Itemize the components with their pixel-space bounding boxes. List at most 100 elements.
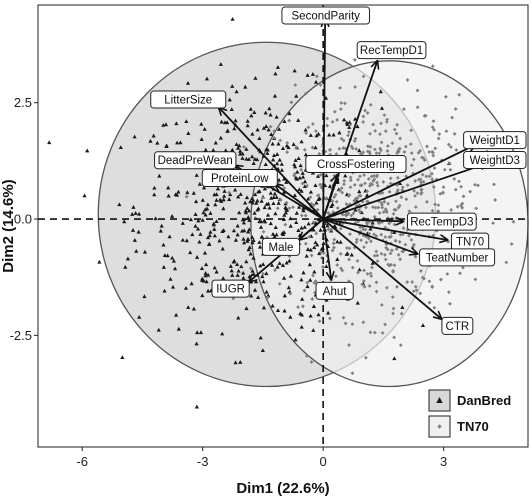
point-danbred: [227, 197, 232, 201]
point-tn70: [227, 190, 232, 195]
point-danbred: [211, 221, 216, 226]
point-danbred: [269, 132, 274, 137]
point-danbred: [220, 246, 225, 251]
point-tn70: [368, 271, 373, 276]
point-tn70: [310, 145, 315, 150]
point-tn70: [316, 193, 320, 198]
x-tick-label: -6: [76, 454, 88, 469]
point-danbred: [275, 308, 281, 313]
point-tn70: [319, 250, 324, 255]
point-danbred: [166, 193, 171, 198]
point-tn70: [397, 239, 402, 244]
point-danbred: [297, 187, 302, 192]
point-tn70: [363, 355, 368, 360]
point-danbred: [304, 253, 309, 258]
point-danbred: [236, 268, 241, 273]
point-tn70: [299, 213, 304, 218]
point-danbred: [250, 268, 255, 273]
point-tn70: [337, 146, 342, 151]
point-danbred: [261, 262, 266, 266]
point-tn70: [415, 88, 420, 93]
point-danbred: [206, 272, 211, 277]
point-tn70: [430, 208, 435, 213]
point-danbred: [353, 207, 358, 212]
point-danbred: [282, 212, 287, 217]
point-tn70: [347, 257, 351, 262]
point-tn70: [394, 131, 399, 136]
point-danbred: [130, 228, 136, 232]
variable-label-box-teatnumber: [419, 248, 496, 267]
point-tn70: [395, 284, 399, 289]
point-danbred: [244, 195, 250, 200]
point-danbred: [355, 300, 360, 305]
point-tn70: [415, 191, 420, 196]
point-tn70: [330, 248, 335, 253]
point-danbred: [203, 262, 209, 267]
point-tn70: [291, 205, 295, 210]
point-tn70: [384, 120, 389, 124]
point-danbred: [257, 240, 262, 244]
point-danbred: [250, 196, 255, 201]
point-tn70: [308, 195, 313, 200]
point-tn70: [287, 118, 292, 123]
point-tn70: [309, 253, 314, 258]
point-danbred: [258, 225, 264, 229]
point-tn70: [432, 127, 436, 132]
point-danbred: [185, 80, 191, 85]
point-tn70: [363, 227, 368, 232]
point-danbred: [237, 143, 242, 148]
point-danbred: [330, 202, 335, 207]
point-danbred: [228, 264, 233, 268]
point-danbred: [245, 206, 250, 210]
point-tn70: [321, 251, 326, 255]
point-tn70: [396, 149, 401, 154]
point-danbred: [174, 192, 180, 197]
point-danbred: [244, 156, 249, 161]
point-danbred: [264, 124, 269, 128]
point-danbred: [218, 62, 223, 66]
point-danbred: [152, 185, 157, 190]
point-tn70: [350, 371, 355, 376]
point-tn70: [419, 191, 423, 196]
point-tn70: [362, 245, 366, 250]
point-tn70: [375, 253, 380, 258]
point-danbred: [213, 202, 218, 207]
point-danbred: [279, 161, 284, 166]
point-danbred: [341, 117, 347, 122]
point-danbred: [313, 79, 319, 84]
point-tn70: [380, 205, 385, 210]
point-tn70: [293, 83, 298, 87]
variable-label-rectempd3: RecTempD3: [410, 217, 473, 229]
point-danbred: [294, 210, 299, 215]
point-danbred: [331, 132, 336, 137]
point-danbred: [186, 131, 191, 135]
point-danbred: [301, 206, 306, 211]
point-tn70: [453, 187, 458, 192]
point-tn70: [347, 343, 351, 347]
point-danbred: [250, 131, 255, 136]
point-danbred: [136, 229, 141, 234]
point-danbred: [172, 266, 178, 271]
point-tn70: [396, 205, 401, 210]
point-tn70: [476, 183, 480, 188]
point-danbred: [300, 297, 305, 301]
point-tn70: [365, 221, 370, 226]
point-danbred: [142, 294, 147, 299]
variable-label-box-male: [261, 237, 301, 256]
point-danbred: [165, 253, 170, 258]
point-tn70: [418, 291, 423, 296]
point-danbred: [185, 190, 190, 195]
point-danbred: [299, 277, 304, 282]
point-danbred: [199, 137, 204, 141]
point-danbred: [270, 303, 275, 308]
point-danbred: [214, 198, 219, 202]
point-danbred: [195, 255, 200, 259]
point-tn70: [340, 190, 345, 195]
point-tn70: [367, 151, 372, 156]
point-tn70: [354, 240, 359, 245]
point-danbred: [297, 175, 302, 180]
point-tn70: [326, 210, 331, 215]
point-tn70: [359, 183, 364, 188]
point-tn70: [427, 279, 432, 284]
point-tn70: [414, 288, 419, 293]
